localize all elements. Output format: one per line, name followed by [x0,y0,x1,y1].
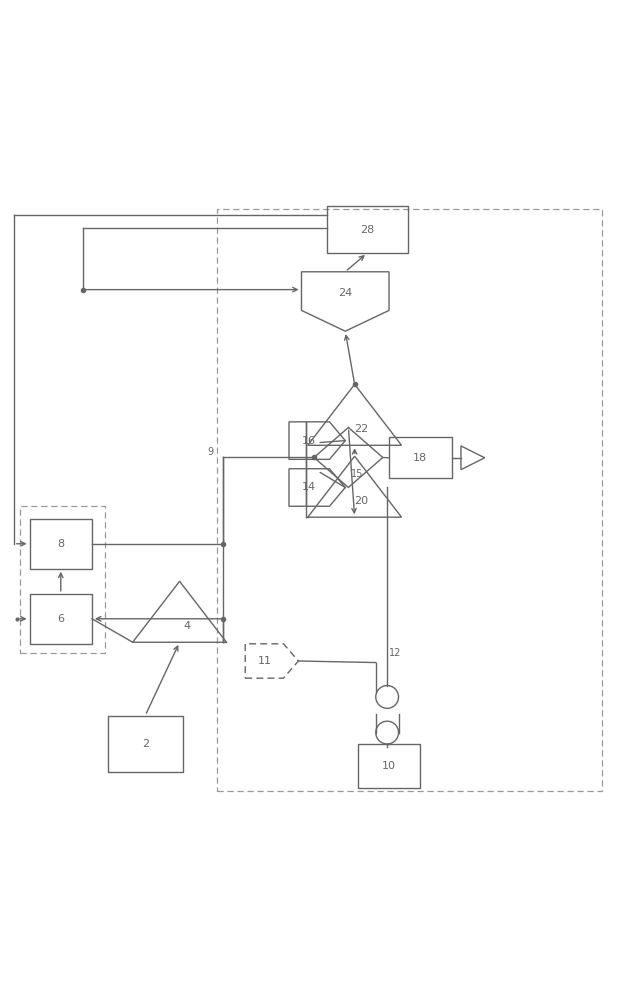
Text: 18: 18 [413,453,427,463]
Text: 4: 4 [183,621,190,631]
Text: 24: 24 [338,288,352,298]
Bar [20,506,104,653]
Text: 28: 28 [360,225,374,235]
Text: 2: 2 [142,739,149,749]
Bar [30,519,92,569]
Bar [389,437,452,478]
Text: 8: 8 [57,539,64,549]
Text: 6: 6 [57,614,64,624]
Bar [327,206,408,253]
Text: 11: 11 [257,656,271,666]
Bar [107,716,183,772]
Text: 20: 20 [355,496,369,506]
Text: 12: 12 [389,648,401,658]
Text: 16: 16 [302,436,317,446]
Bar [358,744,420,788]
Bar [30,594,92,644]
Text: 15: 15 [351,469,363,479]
Text: 22: 22 [355,424,369,434]
Bar [217,209,602,791]
Text: 10: 10 [382,761,396,771]
Text: 14: 14 [302,482,317,492]
Text: 9: 9 [208,447,214,457]
